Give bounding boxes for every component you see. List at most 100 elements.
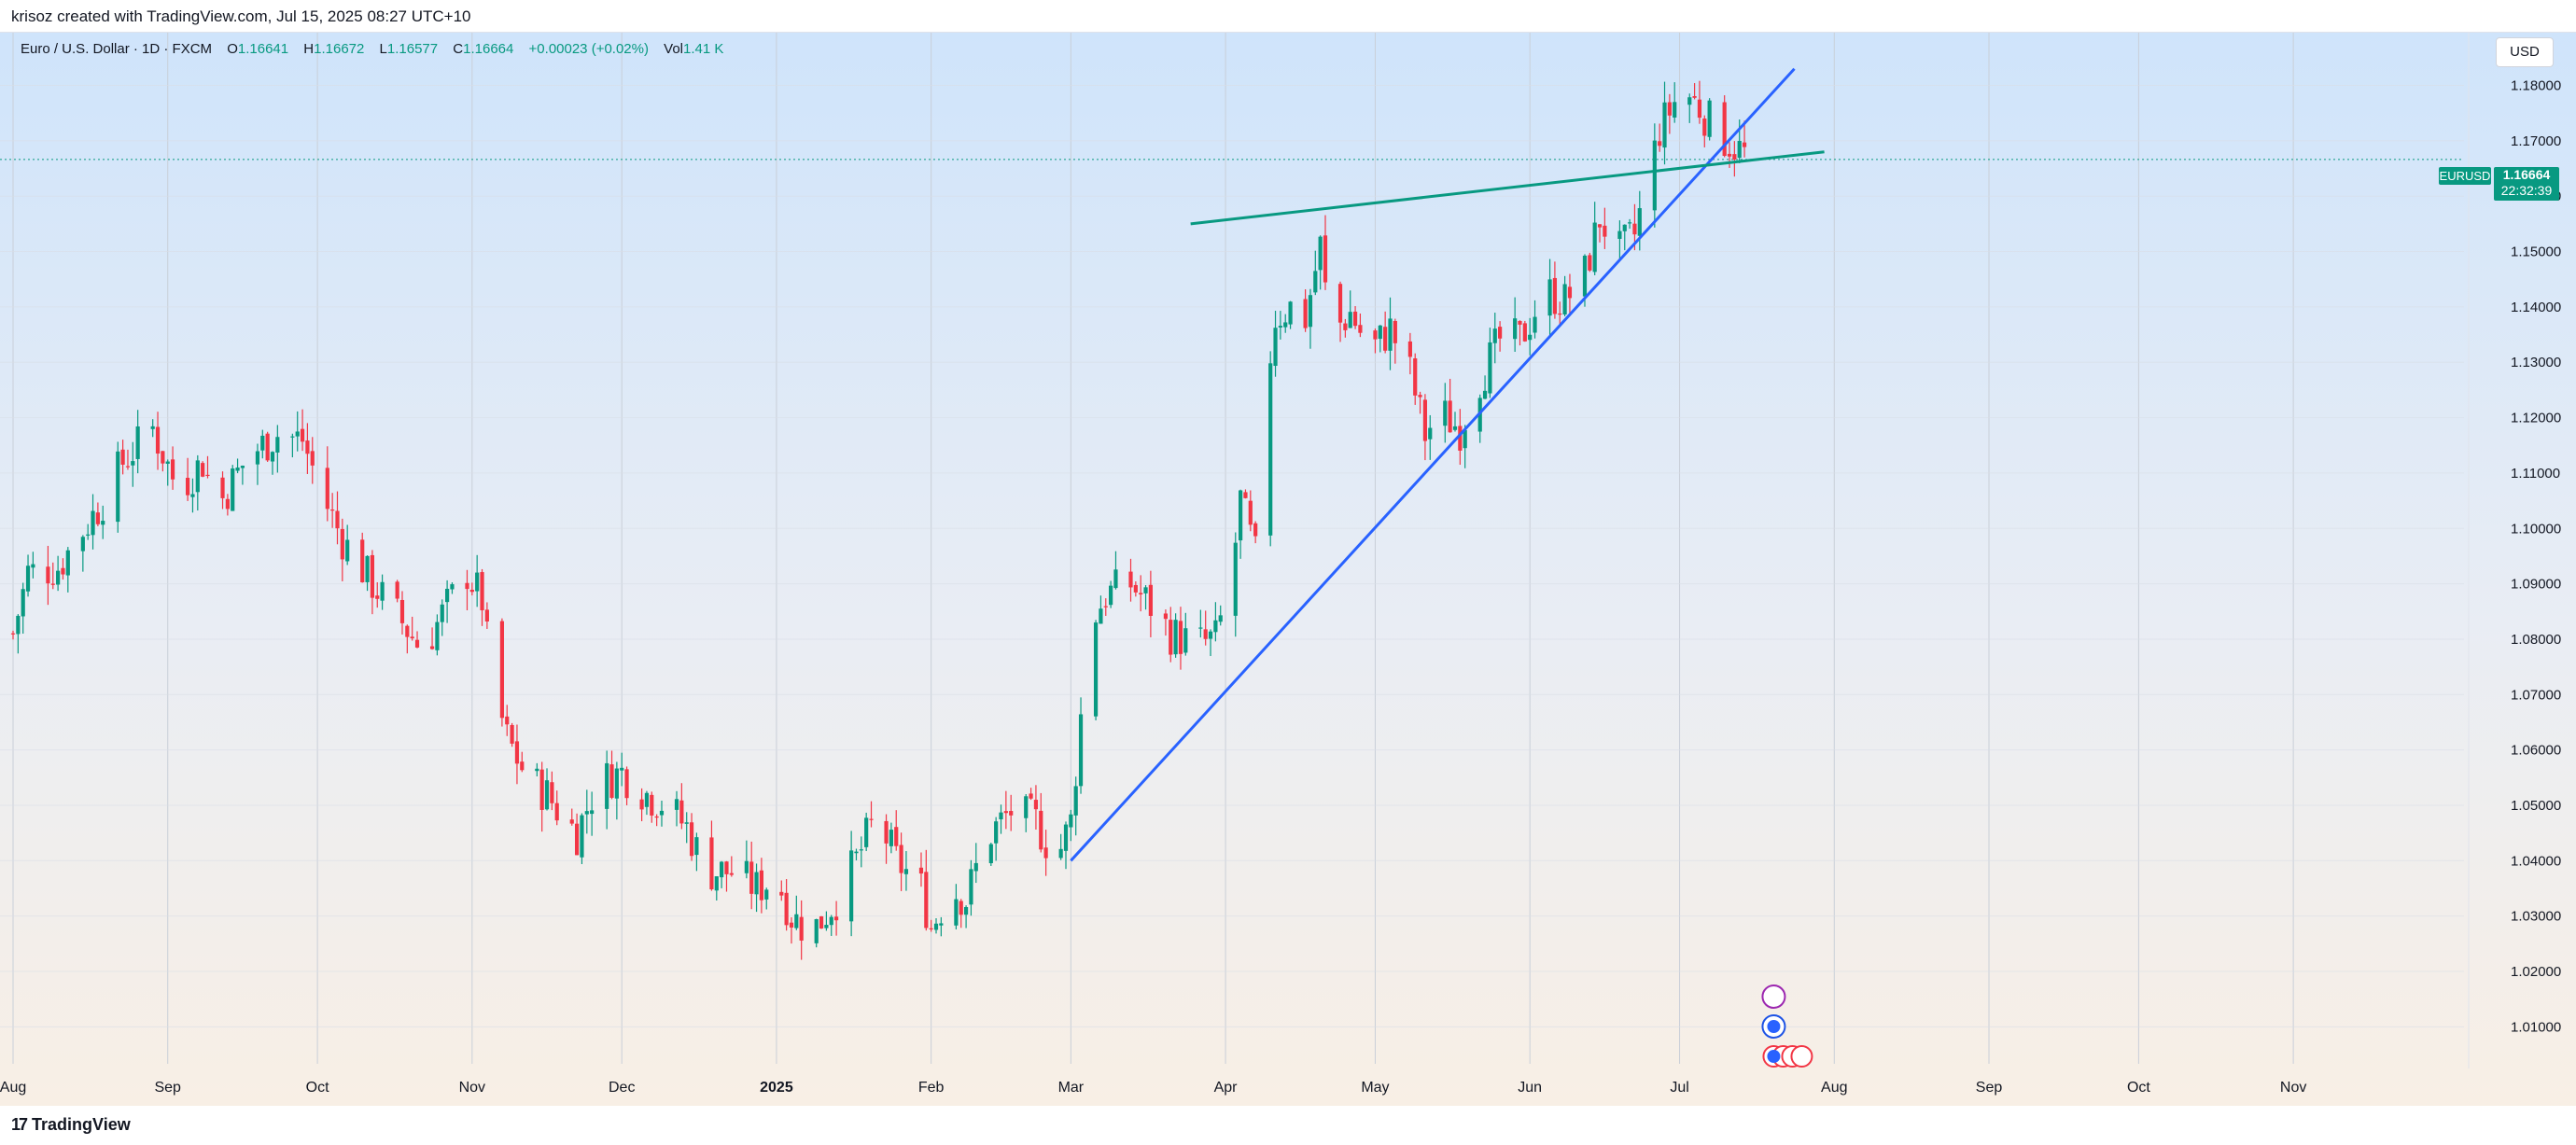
candle-body [864, 817, 869, 847]
candle-body [125, 466, 131, 468]
candle-body [1603, 225, 1607, 237]
candle-body [884, 820, 889, 844]
last-price-value: 1.16664 [2502, 167, 2551, 182]
candle-body [535, 768, 539, 772]
candle-body [1582, 256, 1588, 297]
candle-body [61, 567, 65, 575]
candle-body [749, 861, 754, 894]
x-tick-label: Oct [306, 1080, 329, 1096]
candle-body [1099, 608, 1103, 624]
candle-body [414, 639, 420, 648]
candle-body [779, 891, 784, 896]
candle-body [859, 849, 863, 851]
y-tick-label: 1.04000 [2511, 853, 2561, 869]
candle-body [729, 873, 734, 875]
candle-body [799, 916, 804, 941]
candle-body [933, 923, 939, 930]
candle-body [150, 426, 155, 429]
candle-body [514, 741, 520, 764]
y-tick-label: 1.18000 [2511, 78, 2561, 94]
us-flag-event-dot [1767, 1050, 1781, 1063]
candle-body [469, 589, 474, 593]
footer-brand: TradingView [32, 1115, 131, 1134]
candle-body [674, 799, 679, 810]
candle-body [954, 899, 959, 926]
legend-volume-label: Vol [664, 41, 684, 57]
candle-body [1407, 341, 1412, 357]
candle-body [201, 463, 205, 477]
candle-body [290, 436, 295, 438]
candle-body [365, 555, 370, 582]
candle-body [1113, 569, 1118, 589]
candle-body [1458, 426, 1463, 451]
candle-body [395, 581, 399, 599]
legend-low-label: L [379, 41, 387, 57]
candle-body [1393, 320, 1397, 343]
candle-body [1358, 325, 1363, 333]
currency-button[interactable]: USD [2496, 37, 2554, 67]
candle-body [325, 468, 329, 510]
y-tick-label: 1.10000 [2511, 521, 2561, 537]
candle-body [684, 822, 689, 824]
candle-body [624, 769, 629, 799]
candle-body [550, 782, 554, 803]
candle-body [1388, 318, 1393, 351]
candle-body [1518, 320, 1522, 325]
candle-body [1133, 584, 1138, 593]
candle-body [410, 636, 414, 639]
candle-body [1727, 153, 1732, 157]
candle-body [1482, 390, 1488, 399]
candle-body [1528, 334, 1533, 341]
candle-body [754, 872, 759, 895]
candle-body [380, 581, 385, 601]
y-tick-label: 1.02000 [2511, 964, 2561, 980]
candle-body [694, 837, 699, 856]
legend-open-value: 1.16641 [237, 41, 289, 57]
candle-body [1278, 326, 1282, 328]
candle-body [1093, 622, 1099, 717]
candle-body [789, 922, 794, 928]
candle-body [65, 550, 70, 576]
resistance-trendline [1190, 150, 1825, 226]
candle-body [1628, 222, 1632, 224]
symbol-legend: Euro / U.S. Dollar · 1D · FXCM O1.16641 … [21, 41, 723, 57]
candle-body [1622, 224, 1627, 231]
candle-body [445, 588, 450, 603]
candle-body [1213, 620, 1218, 633]
lightning-event-icon [1761, 984, 1786, 1009]
x-tick-label: Sep [1976, 1080, 2003, 1096]
price-chart[interactable]: Aug Sep Oct Nov Dec 2025 Feb Mar Apr May Jun Jul Aug… [0, 33, 2576, 1106]
candle-body [260, 435, 265, 451]
candle-body [131, 461, 135, 466]
candle-body [1352, 311, 1358, 327]
candle-body [1208, 631, 1213, 639]
candle-body [903, 869, 909, 874]
tradingview-logo[interactable]: 17 TradingView [11, 1115, 131, 1135]
last-price-tag: 1.16664 22:32:39 [2494, 167, 2559, 201]
y-tick-label: 1.12000 [2511, 411, 2561, 426]
candle-body [116, 451, 120, 523]
candle-body [161, 451, 165, 464]
candle-body [584, 811, 589, 815]
candle-body [639, 799, 644, 810]
candle-body [1128, 571, 1133, 588]
candle-body [1253, 523, 1258, 537]
candle-body [590, 810, 595, 815]
candle-body [335, 510, 340, 529]
chart-area[interactable]: Aug Sep Oct Nov Dec 2025 Feb Mar Apr May Jun Jul Aug… [0, 33, 2576, 1106]
candle-body [833, 916, 839, 921]
candle-body [170, 459, 175, 480]
candle-body [1722, 102, 1727, 157]
candle-body [46, 566, 50, 584]
candle-body [1248, 500, 1253, 525]
candle-body [1169, 620, 1173, 655]
candle-body [744, 860, 749, 873]
candle-body [1183, 628, 1188, 653]
y-tick-label: 1.17000 [2511, 133, 2561, 149]
candle-body [609, 764, 614, 798]
candle-body [1597, 224, 1603, 228]
candle-body [240, 466, 245, 468]
symbol-tag: EURUSD [2439, 167, 2491, 185]
candle-body [1268, 363, 1273, 536]
candle-body [1592, 222, 1597, 272]
